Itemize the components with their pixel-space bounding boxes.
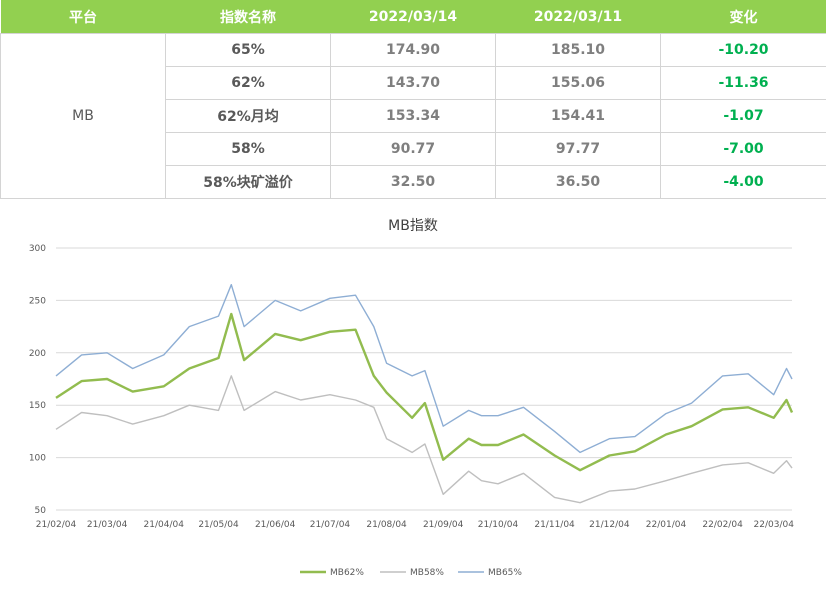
y-tick-label: 50 (35, 506, 47, 516)
x-tick-label: 21/02/04 (36, 520, 77, 530)
value-cell-previous: 155.06 (495, 66, 661, 100)
x-tick-label: 21/04/04 (144, 520, 185, 530)
table-header-row: 平台 指数名称 2022/03/14 2022/03/11 变化 (0, 0, 826, 34)
change-cell: -10.20 (660, 33, 826, 67)
change-cell: -11.36 (660, 66, 826, 100)
index-name-cell: 58% (165, 132, 331, 166)
x-tick-label: 22/03/04 (754, 520, 795, 530)
platform-cell: MB (0, 33, 166, 199)
col-header-date-2: 2022/03/11 (495, 0, 661, 34)
x-tick-label: 21/08/04 (366, 520, 407, 530)
value-cell-current: 174.90 (330, 33, 496, 67)
value-cell-previous: 185.10 (495, 33, 661, 67)
value-cell-current: 90.77 (330, 132, 496, 166)
table-row: 62%月均 153.34 154.41 -1.07 (1, 99, 826, 133)
value-cell-previous: 97.77 (495, 132, 661, 166)
x-tick-label: 21/09/04 (423, 520, 464, 530)
series-line-mb62 (55, 312, 794, 472)
y-tick-label: 150 (29, 401, 46, 411)
y-tick-label: 100 (29, 454, 46, 464)
index-name-cell: 62% (165, 66, 331, 100)
value-cell-current: 143.70 (330, 66, 496, 100)
chart-legend: MB62% MB58% MB65% (300, 568, 522, 578)
value-cell-current: 153.34 (330, 99, 496, 133)
change-cell: -1.07 (660, 99, 826, 133)
iron-ore-index-table: 平台 指数名称 2022/03/14 2022/03/11 变化 MB 65% … (0, 0, 826, 199)
value-cell-previous: 154.41 (495, 99, 661, 133)
legend-item: MB58% (380, 568, 444, 578)
index-name-cell: 58%块矿溢价 (165, 165, 331, 199)
chart-series (55, 283, 794, 504)
y-tick-label: 200 (29, 349, 46, 359)
series-line-mb65 (55, 283, 793, 454)
x-tick-label: 21/12/04 (589, 520, 630, 530)
y-tick-label: 250 (29, 296, 46, 306)
change-cell: -4.00 (660, 165, 826, 199)
x-tick-label: 21/06/04 (255, 520, 296, 530)
x-tick-label: 21/10/04 (478, 520, 519, 530)
chart-title: MB指数 (388, 218, 438, 234)
col-header-change: 变化 (660, 0, 826, 34)
table-row: MB 65% 174.90 185.10 -10.20 (0, 33, 826, 199)
index-name-cell: 65% (165, 33, 331, 67)
table-row: 58% 90.77 97.77 -7.00 (1, 132, 826, 166)
change-cell: -7.00 (660, 132, 826, 166)
x-axis-ticks: 21/02/04 21/03/04 21/04/04 21/05/04 21/06/04… (36, 520, 794, 530)
x-tick-label: 22/02/04 (702, 520, 743, 530)
col-header-platform: 平台 (0, 0, 166, 34)
col-header-index-name: 指数名称 (165, 0, 331, 34)
x-tick-label: 21/11/04 (534, 520, 575, 530)
legend-label: MB65% (488, 568, 522, 578)
table-row: 62% 143.70 155.06 -11.36 (1, 66, 826, 100)
legend-label: MB62% (330, 568, 364, 578)
x-tick-label: 21/03/04 (87, 520, 128, 530)
x-tick-label: 21/07/04 (310, 520, 351, 530)
y-tick-label: 300 (29, 244, 46, 254)
x-tick-label: 22/01/04 (646, 520, 687, 530)
legend-item: MB62% (300, 568, 364, 578)
value-cell-previous: 36.50 (495, 165, 661, 199)
y-axis-ticks: 300 250 200 150 100 50 (29, 244, 46, 516)
series-line-mb58 (55, 375, 793, 504)
index-name-cell: 62%月均 (165, 99, 331, 133)
mb-index-chart: MB指数 300 250 200 150 100 50 21/02/04 21/03/04 2… (0, 199, 826, 595)
table-row: 58%块矿溢价 32.50 36.50 -4.00 (1, 165, 826, 199)
legend-item: MB65% (458, 568, 522, 578)
x-tick-label: 21/05/04 (198, 520, 239, 530)
value-cell-current: 32.50 (330, 165, 496, 199)
chart-gridlines (56, 247, 792, 511)
legend-label: MB58% (410, 568, 444, 578)
col-header-date-1: 2022/03/14 (330, 0, 496, 34)
